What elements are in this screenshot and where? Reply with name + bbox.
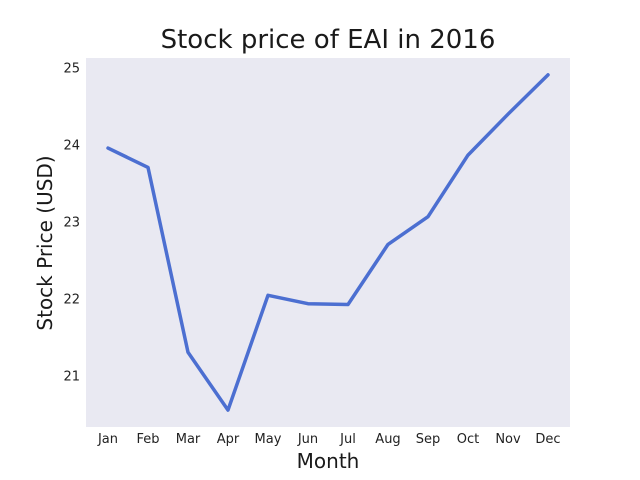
x-tick-label: Sep <box>416 432 441 447</box>
series-line <box>106 73 550 412</box>
x-tick-labels: Jan Feb Mar Apr May Jun Jul Aug Sep Oct Nov Dec <box>97 432 561 447</box>
x-tick-label: Jan <box>97 432 118 447</box>
y-axis-label: Stock Price (USD) <box>33 155 57 330</box>
y-tick-label: 23 <box>63 216 80 231</box>
plot-area <box>86 58 570 427</box>
x-tick-label: Feb <box>136 432 159 447</box>
x-tick-label: Aug <box>375 432 400 447</box>
x-tick-label: Apr <box>217 432 240 447</box>
x-tick-label: Oct <box>457 432 479 447</box>
x-tick-label: Dec <box>535 432 560 447</box>
x-tick-label: Nov <box>495 432 521 447</box>
y-tick-label: 25 <box>63 62 80 77</box>
chart-title: Stock price of EAI in 2016 <box>161 25 496 55</box>
x-tick-label: Jun <box>297 432 318 447</box>
x-tick-label: Jul <box>339 432 356 447</box>
y-tick-labels: 21 22 23 24 25 <box>63 62 80 385</box>
x-axis-label: Month <box>297 449 360 473</box>
x-tick-label: Mar <box>176 432 201 447</box>
y-tick-label: 24 <box>63 139 80 154</box>
x-tick-label: May <box>255 432 282 447</box>
y-tick-label: 22 <box>63 293 80 308</box>
y-tick-label: 21 <box>63 370 80 385</box>
